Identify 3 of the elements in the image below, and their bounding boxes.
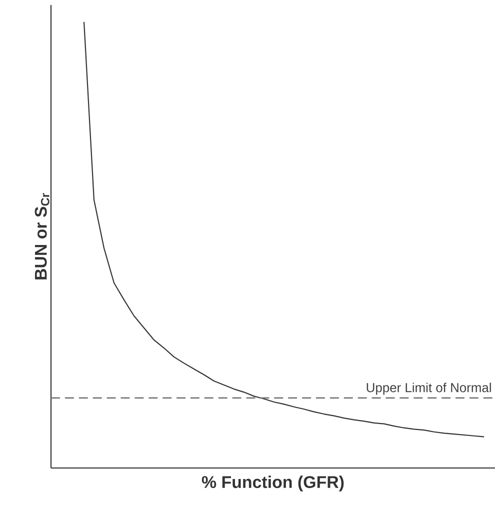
x-axis-title: % Function (GFR) <box>202 476 344 492</box>
y-axis-title: BUN or S$_{Cr}$ <box>34 193 50 280</box>
ref-line-label: Upper Limit of Normal <box>366 382 491 395</box>
